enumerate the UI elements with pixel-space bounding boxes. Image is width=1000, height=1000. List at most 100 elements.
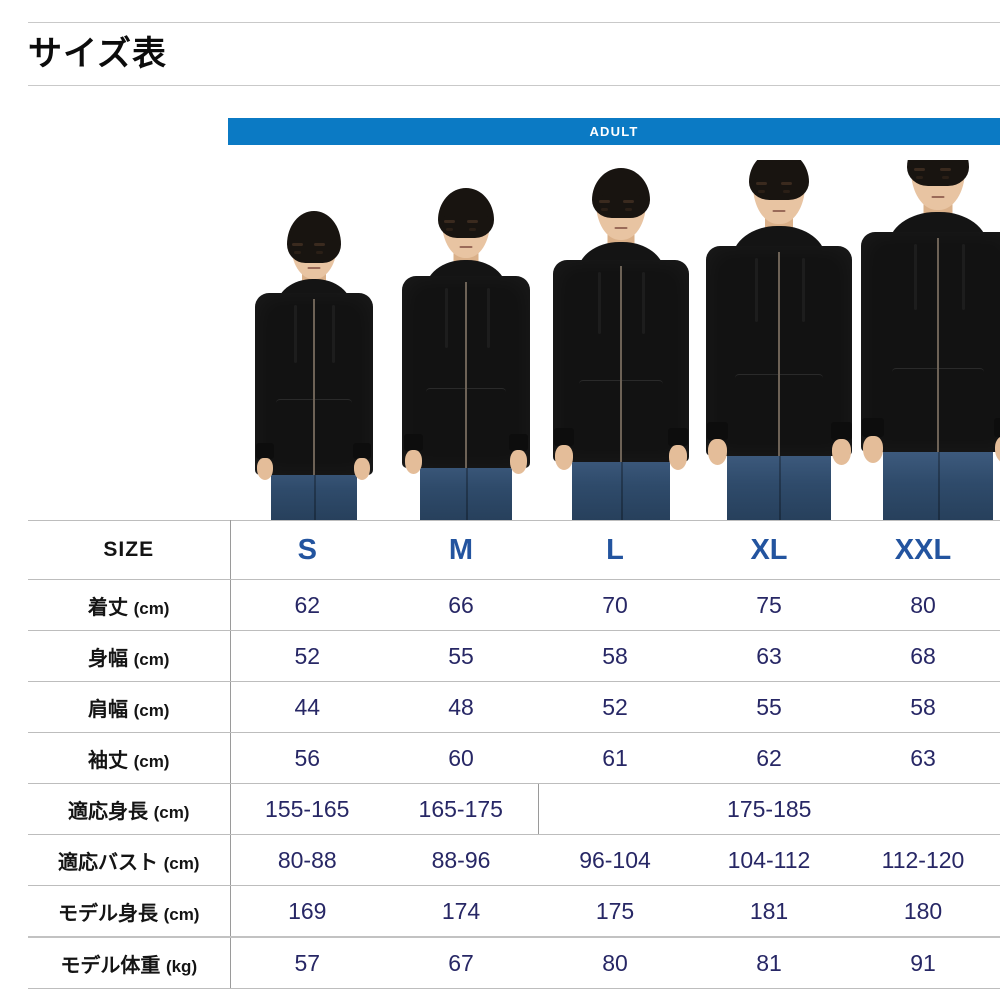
- model-jeans: [572, 456, 670, 520]
- cell-model-weight-xl: 81: [692, 937, 846, 989]
- model-mouth-icon: [614, 227, 628, 229]
- model-eye-left-icon: [916, 176, 923, 179]
- model-hand-left: [708, 439, 727, 465]
- cell-body-width-l: 58: [538, 630, 692, 682]
- model-eye-right-icon: [316, 251, 323, 254]
- model-cuff-right: [509, 434, 528, 451]
- model-brow-left-icon: [756, 182, 767, 185]
- model-photo-l: [546, 160, 696, 520]
- model-drawstring-left: [755, 258, 758, 322]
- row-label-body-length: 着丈 (cm): [28, 579, 231, 631]
- column-header-s: S: [230, 520, 384, 580]
- model-hoodie-zipper: [465, 282, 467, 468]
- row-label-model-weight: モデル体重 (kg): [28, 937, 231, 989]
- model-eye-left-icon: [601, 208, 608, 211]
- model-cuff-left: [554, 428, 574, 446]
- model-photo-s: [246, 175, 381, 520]
- table-row: モデル身長 (cm) 169 174 175 181 180: [28, 885, 1000, 938]
- model-drawstring-left: [294, 305, 297, 363]
- cell-body-length-l: 70: [538, 579, 692, 631]
- model-brow-left-icon: [599, 200, 610, 203]
- model-drawstring-right: [487, 288, 490, 348]
- cell-sleeve-length-l: 61: [538, 732, 692, 784]
- model-drawstring-left: [445, 288, 448, 348]
- model-hoodie-zipper: [620, 266, 622, 462]
- model-hand-right: [832, 439, 851, 465]
- table-row: モデル体重 (kg) 57 67 80 81 91: [28, 937, 1000, 989]
- cell-fit-bust-m: 88-96: [384, 834, 538, 886]
- cell-sleeve-length-s: 56: [230, 732, 384, 784]
- model-cuff-left: [862, 418, 884, 437]
- row-label-unit: (cm): [133, 751, 170, 771]
- model-eye-right-icon: [942, 176, 949, 179]
- row-label-unit: (cm): [163, 853, 200, 873]
- row-label-text: 適応バスト: [58, 851, 159, 874]
- model-jeans: [420, 460, 512, 520]
- model-hand-right: [669, 445, 687, 470]
- model-brow-right-icon: [781, 182, 792, 185]
- model-mouth-icon: [307, 267, 320, 269]
- cell-model-weight-xxl: 91: [846, 937, 1000, 989]
- row-label-unit: (cm): [133, 649, 170, 669]
- model-photo-xl: [700, 160, 858, 520]
- row-label-fit-height: 適応身長 (cm): [28, 783, 231, 835]
- adult-banner: ADULT: [228, 118, 1000, 145]
- model-hair-icon: [286, 211, 341, 263]
- row-label-text: モデル身長: [58, 902, 159, 925]
- cell-sleeve-length-m: 60: [384, 732, 538, 784]
- model-drawstring-right: [962, 244, 965, 310]
- header-rule-bottom: [28, 85, 1000, 86]
- row-label-text: モデル体重: [60, 954, 161, 977]
- model-cuff-right: [831, 422, 852, 440]
- cell-fit-bust-s: 80-88: [230, 834, 384, 886]
- cell-model-height-l: 175: [538, 885, 692, 938]
- row-label-text: 身幅: [88, 647, 129, 670]
- model-eye-right-icon: [783, 190, 790, 193]
- model-cuff-left: [707, 422, 728, 440]
- model-eye-right-icon: [625, 208, 632, 211]
- row-label-text: 肩幅: [88, 698, 129, 721]
- column-header-xl: XL: [692, 520, 846, 580]
- table-row: 袖丈 (cm) 56 60 61 62 63: [28, 732, 1000, 784]
- cell-model-weight-s: 57: [230, 937, 384, 989]
- model-photo-strip: [228, 160, 1000, 520]
- column-header-l: L: [538, 520, 692, 580]
- cell-body-length-xxl: 80: [846, 579, 1000, 631]
- cell-fit-height-s: 155-165: [230, 783, 384, 835]
- model-drawstring-right: [332, 305, 335, 363]
- model-hand-left: [555, 445, 573, 470]
- model-eye-left-icon: [758, 190, 765, 193]
- row-label-unit: (cm): [163, 904, 200, 924]
- cell-body-width-xxl: 68: [846, 630, 1000, 682]
- table-row: 適応バスト (cm) 80-88 88-96 96-104 104-112 11…: [28, 834, 1000, 886]
- size-header-cell: SIZE: [28, 520, 231, 580]
- row-label-unit: (cm): [153, 802, 190, 822]
- model-hoodie-zipper: [937, 238, 939, 452]
- size-chart-table: SIZE S M L XL XXL 着丈 (cm) 62 66 70 75 80…: [28, 520, 1000, 989]
- model-hoodie: [861, 232, 1000, 452]
- column-header-m: M: [384, 520, 538, 580]
- row-label-unit: (kg): [165, 956, 198, 976]
- cell-shoulder-width-s: 44: [230, 681, 384, 733]
- cell-shoulder-width-l: 52: [538, 681, 692, 733]
- model-hoodie-zipper: [312, 299, 315, 475]
- model-cuff-left: [256, 443, 274, 459]
- row-label-text: 適応身長: [68, 800, 149, 823]
- cell-shoulder-width-xl: 55: [692, 681, 846, 733]
- cell-fit-bust-xl: 104-112: [692, 834, 846, 886]
- row-label-text: 着丈: [88, 596, 129, 619]
- cell-body-length-s: 62: [230, 579, 384, 631]
- model-jeans: [883, 452, 993, 520]
- model-hand-left: [863, 436, 883, 463]
- model-drawstring-left: [598, 272, 601, 334]
- model-cuff-left: [404, 434, 423, 451]
- model-hand-right: [354, 458, 370, 480]
- cell-sleeve-length-xxl: 63: [846, 732, 1000, 784]
- row-label-shoulder-width: 肩幅 (cm): [28, 681, 231, 733]
- table-row: 着丈 (cm) 62 66 70 75 80: [28, 579, 1000, 631]
- row-label-fit-bust: 適応バスト (cm): [28, 834, 231, 886]
- model-brow-right-icon: [314, 243, 325, 246]
- model-brow-right-icon: [467, 220, 478, 223]
- cell-model-height-xl: 181: [692, 885, 846, 938]
- model-drawstring-right: [802, 258, 805, 322]
